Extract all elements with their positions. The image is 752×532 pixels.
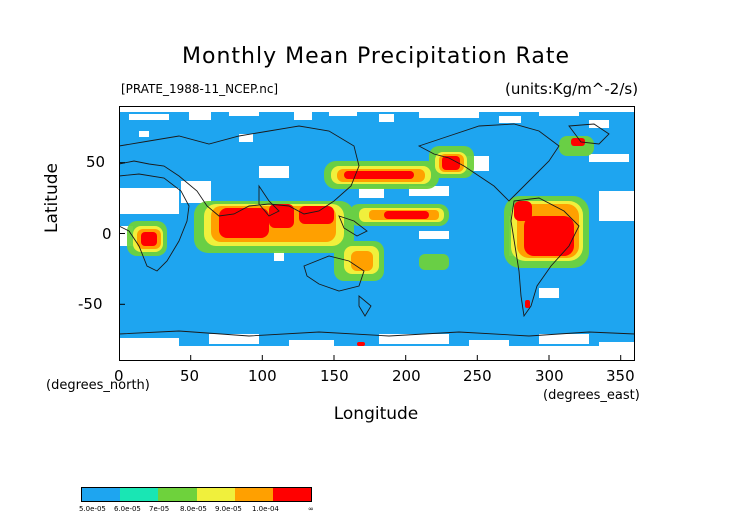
colorbar-label: 7e-05 bbox=[149, 505, 170, 513]
dataset-filename: [PRATE_1988-11_NCEP.nc] bbox=[121, 82, 279, 96]
coastlines bbox=[119, 123, 635, 337]
y-tick-label: -50 bbox=[78, 295, 103, 313]
colorbar-label: 8.0e-05 bbox=[180, 505, 207, 513]
x-tick-label: 350 bbox=[606, 367, 635, 385]
x-axis-ticks bbox=[119, 355, 622, 361]
colorbar-label: 6.0e-05 bbox=[114, 505, 141, 513]
x-axis-unit-note: (degrees_east) bbox=[543, 388, 640, 403]
colorbar-swatch bbox=[234, 488, 273, 501]
x-tick-label: 150 bbox=[320, 367, 349, 385]
units-label: (units:Kg/m^-2/s) bbox=[505, 80, 639, 98]
colorbar-swatch bbox=[120, 488, 159, 501]
y-axis-label: Latitude bbox=[42, 163, 62, 233]
colorbar-swatch bbox=[158, 488, 197, 501]
x-tick-label: 200 bbox=[392, 367, 421, 385]
y-axis-unit-note: (degrees_north) bbox=[46, 378, 150, 393]
x-axis-label: Longitude bbox=[333, 404, 419, 424]
missing-data-south bbox=[119, 334, 635, 361]
y-tick-label: 50 bbox=[86, 153, 106, 171]
precip-extreme bbox=[141, 138, 585, 346]
y-tick-label: 0 bbox=[102, 225, 112, 243]
colorbar-label: 9.0e-05 bbox=[215, 505, 242, 513]
x-tick-label: 300 bbox=[535, 367, 564, 385]
colorbar-label: 1.0e-04 bbox=[252, 505, 279, 513]
x-tick-label: 0 bbox=[114, 367, 124, 385]
colorbar-label: ∞ bbox=[308, 505, 314, 513]
colorbar-label: 5.0e-05 bbox=[79, 505, 106, 513]
colorbar-swatch bbox=[272, 488, 312, 501]
x-tick-label: 50 bbox=[180, 367, 200, 385]
missing-data-north bbox=[119, 106, 635, 162]
x-tick-label: 250 bbox=[463, 367, 492, 385]
y-axis-ticks bbox=[119, 162, 125, 305]
precipitation-map bbox=[119, 106, 635, 361]
colorbar bbox=[81, 487, 312, 502]
colorbar-swatch bbox=[196, 488, 235, 501]
colorbar-swatch bbox=[82, 488, 121, 501]
chart-title: Monthly Mean Precipitation Rate bbox=[182, 44, 570, 69]
x-tick-label: 100 bbox=[248, 367, 277, 385]
